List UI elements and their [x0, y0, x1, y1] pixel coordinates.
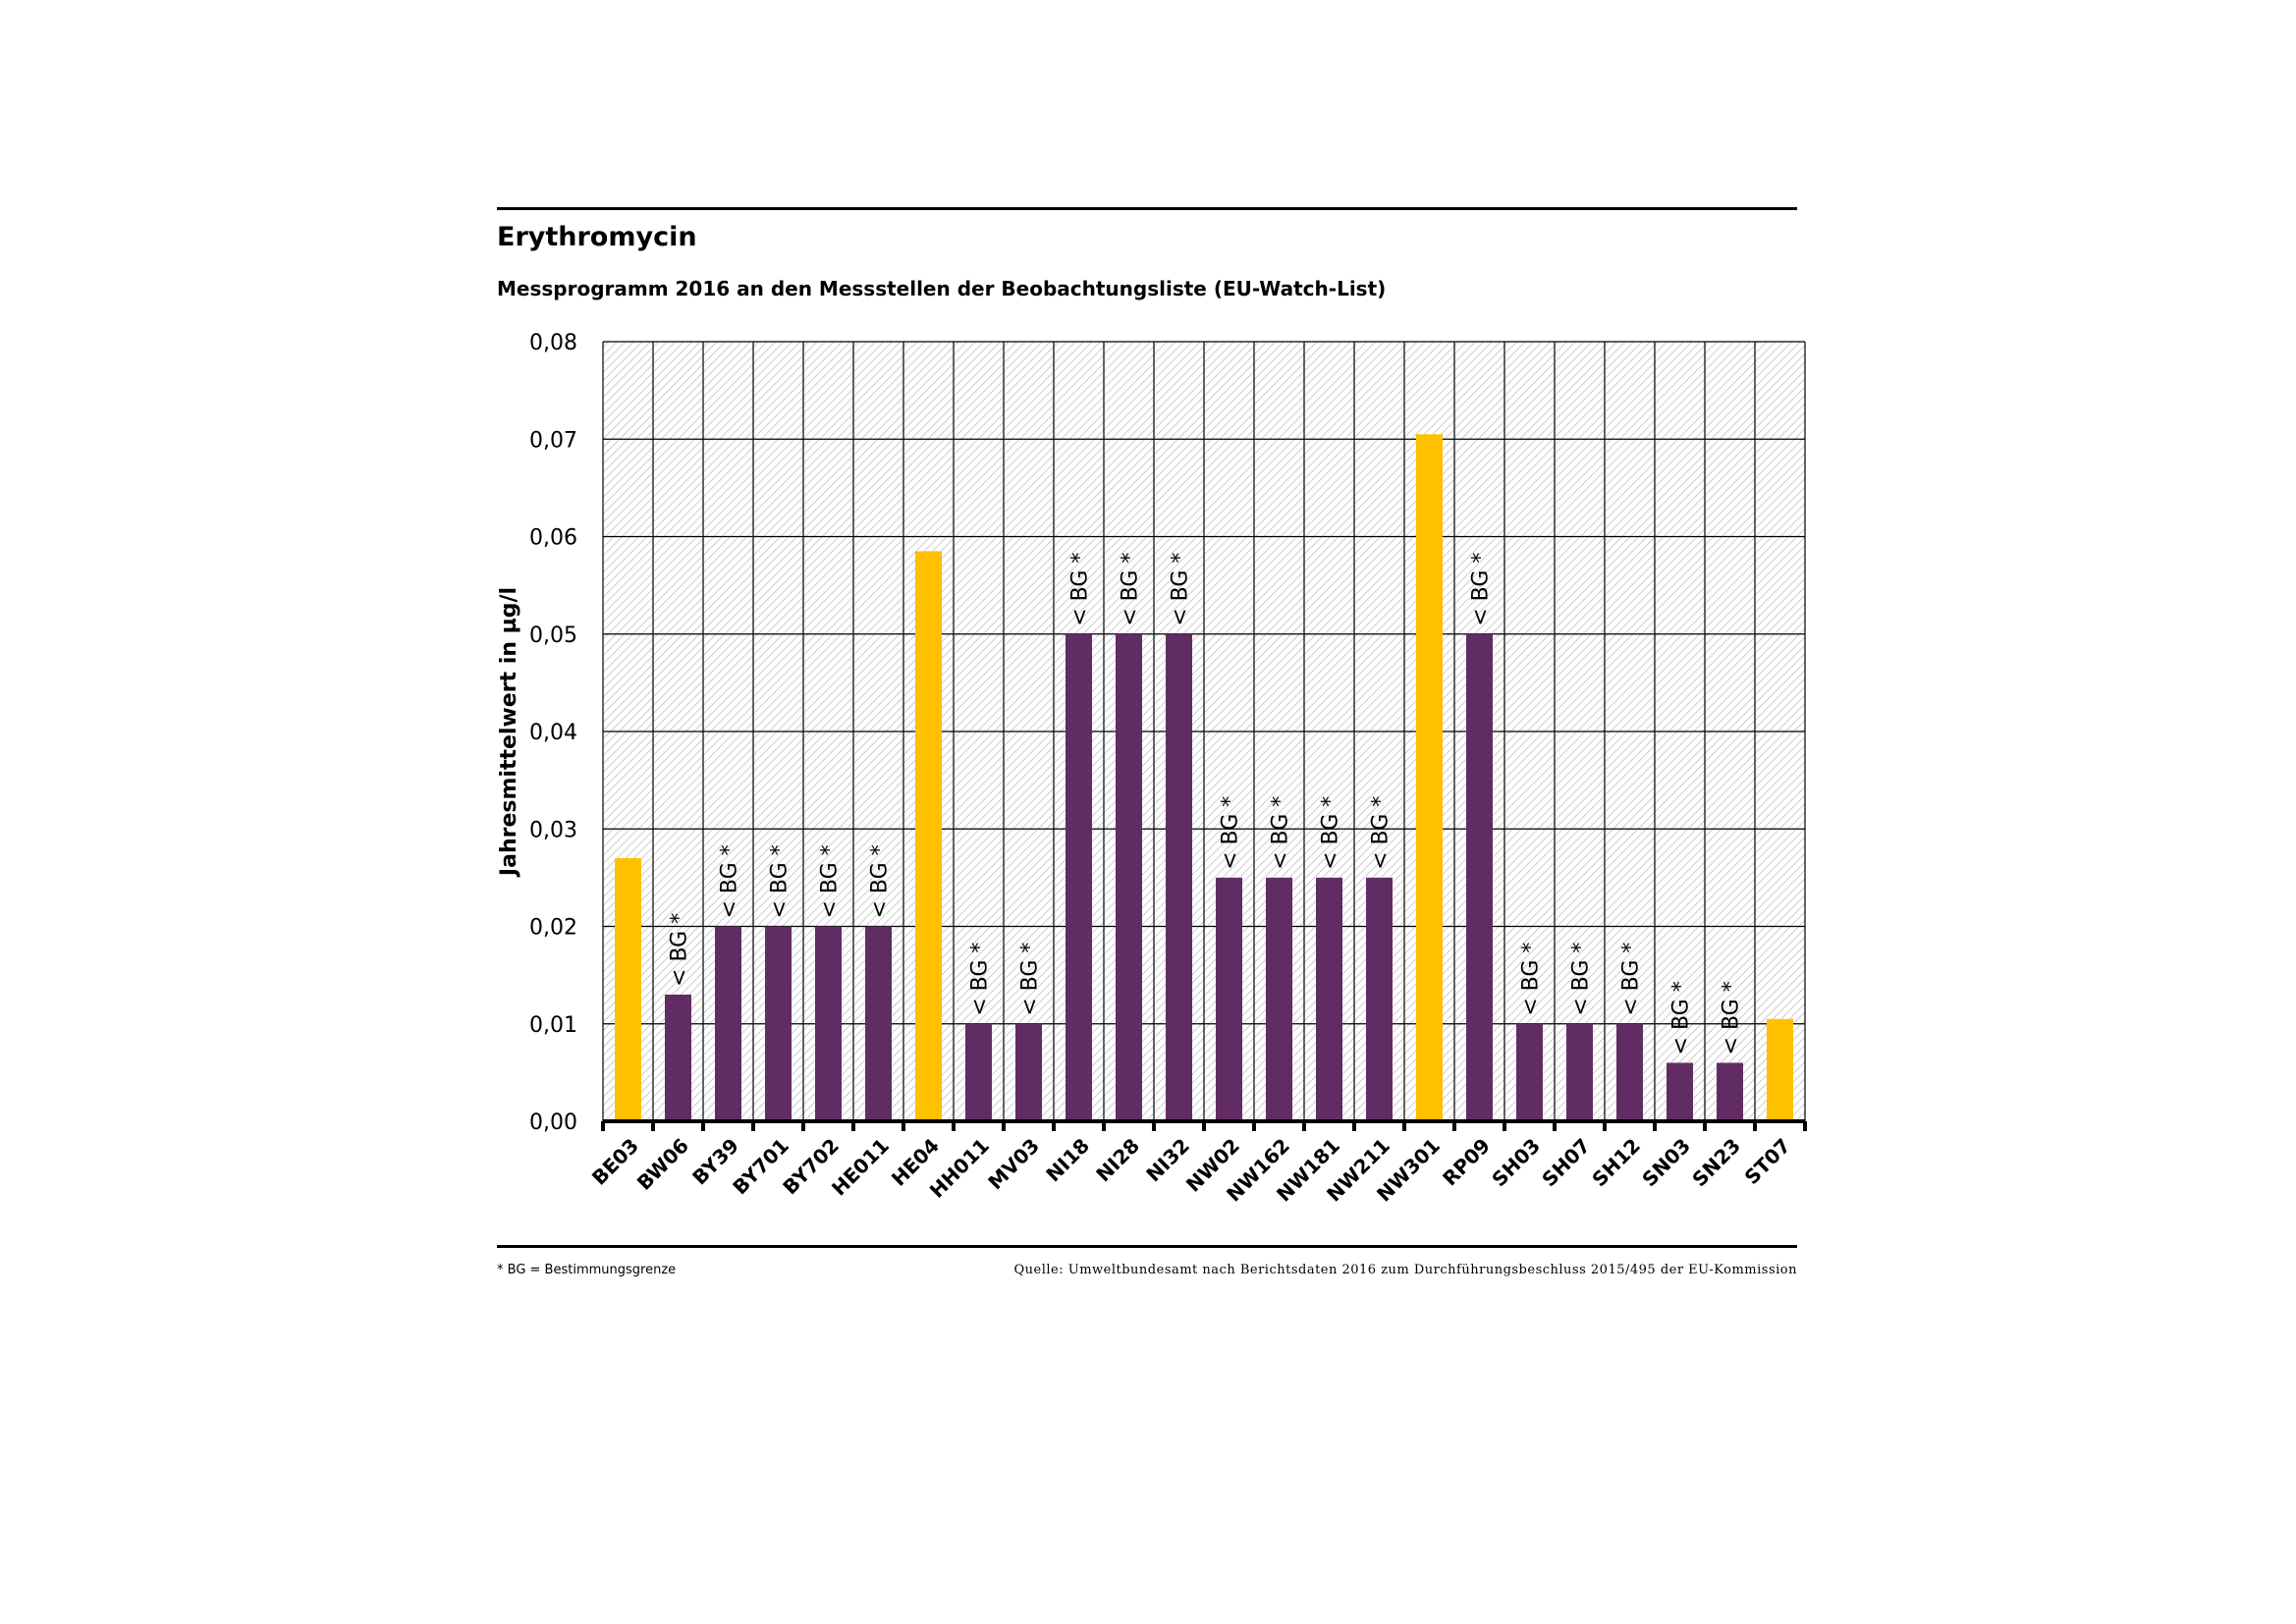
bar-nw211	[1366, 877, 1393, 1121]
x-tick-label: SH12	[1587, 1134, 1645, 1192]
bg-label: < BG *	[1519, 943, 1544, 1016]
bottom-rule	[497, 1245, 1797, 1248]
bar-rp09	[1466, 633, 1493, 1121]
bg-label: < BG *	[1018, 943, 1043, 1016]
bg-label: < BG *	[668, 913, 692, 987]
bar-by39	[715, 926, 741, 1121]
y-tick-label: 0,02	[529, 916, 577, 941]
bg-label: < BG *	[818, 844, 843, 918]
bg-label: < BG *	[1720, 981, 1744, 1055]
bg-label: < BG *	[1219, 796, 1243, 870]
bar-nw02	[1216, 877, 1242, 1121]
bar-nw162	[1266, 877, 1292, 1121]
bar-ni28	[1116, 633, 1142, 1121]
bar-nw181	[1316, 877, 1342, 1121]
bar-sh12	[1616, 1023, 1643, 1121]
bars	[615, 434, 1793, 1122]
x-tick-label: SN23	[1687, 1134, 1745, 1192]
bar-ni18	[1066, 633, 1092, 1121]
x-tick-label: SH03	[1487, 1134, 1545, 1192]
x-tick-label: BW06	[632, 1134, 693, 1195]
bg-label: < BG *	[1619, 943, 1644, 1016]
bar-sh07	[1566, 1023, 1593, 1121]
bg-label: < BG *	[1068, 553, 1093, 626]
bg-label: < BG *	[1319, 796, 1343, 870]
bar-st07	[1767, 1018, 1793, 1121]
x-tick-label: SN03	[1637, 1134, 1695, 1192]
bg-label: < BG *	[1569, 943, 1594, 1016]
bar-ni32	[1166, 633, 1192, 1121]
bar-by702	[815, 926, 842, 1121]
bg-label: < BG *	[1669, 981, 1694, 1055]
y-tick-label: 0,07	[529, 428, 577, 453]
bg-label: < BG *	[1269, 796, 1293, 870]
top-rule	[497, 207, 1797, 210]
x-tick-label: MV03	[983, 1134, 1044, 1195]
bar-sn23	[1717, 1062, 1743, 1121]
bar-mv03	[1015, 1023, 1042, 1121]
bg-label: < BG *	[1369, 796, 1394, 870]
bar-be03	[615, 858, 641, 1121]
y-tick-label: 0,04	[529, 721, 577, 745]
bg-label: < BG *	[718, 844, 742, 918]
y-tick-label: 0,03	[529, 818, 577, 842]
y-tick-label: 0,08	[529, 331, 577, 355]
bar-he04	[915, 551, 942, 1121]
y-tick-label: 0,05	[529, 623, 577, 648]
bar-hh011	[965, 1023, 992, 1121]
chart-subtitle: Messprogramm 2016 an den Messstellen der…	[497, 277, 1387, 300]
y-tick-label: 0,06	[529, 526, 577, 551]
x-tick-label: SH07	[1537, 1134, 1595, 1192]
y-tick-label: 0,01	[529, 1013, 577, 1038]
bg-label: < BG *	[1169, 553, 1193, 626]
bar-by701	[765, 926, 792, 1121]
x-tick-label: NI18	[1041, 1134, 1094, 1187]
bar-bw06	[665, 994, 691, 1121]
bg-label: < BG *	[768, 844, 793, 918]
bar-he011	[865, 926, 892, 1121]
y-tick-label: 0,00	[529, 1110, 577, 1135]
bar-sh03	[1516, 1023, 1543, 1121]
x-tick-label: NI28	[1091, 1134, 1144, 1187]
bar-nw301	[1416, 434, 1443, 1122]
bg-label: < BG *	[868, 844, 893, 918]
source-note: Quelle: Umweltbundesamt nach Berichtsdat…	[1013, 1263, 1797, 1277]
bg-label: < BG *	[1469, 553, 1494, 626]
bg-label: < BG *	[1119, 553, 1143, 626]
bg-label: < BG *	[968, 943, 993, 1016]
gridlines	[603, 341, 1806, 1121]
footnote: * BG = Bestimmungsgrenze	[497, 1263, 677, 1277]
bar-sn03	[1667, 1062, 1693, 1121]
data-labels: < BG * < BG * < BG * < BG * < BG * < BG * < BG…	[668, 553, 1744, 1056]
x-tick-label: ST07	[1740, 1134, 1795, 1189]
y-axis-label: Jahresmittelwert in µg/l	[497, 587, 521, 878]
chart-title: Erythromycin	[497, 222, 697, 252]
x-tick-label: RP09	[1438, 1134, 1495, 1191]
